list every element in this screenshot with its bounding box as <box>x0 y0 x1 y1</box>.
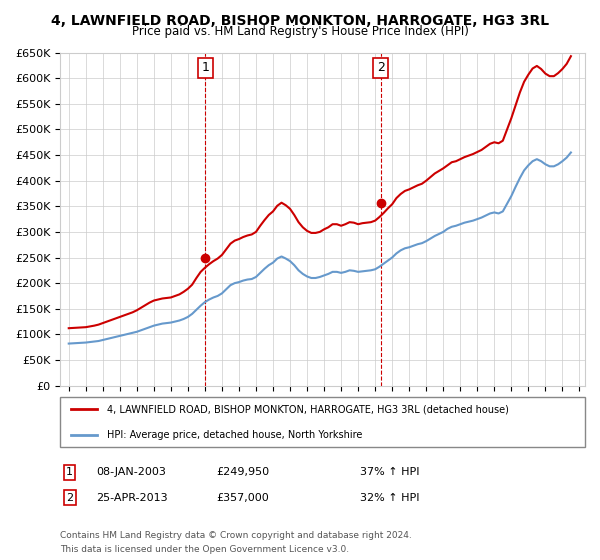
Text: 1: 1 <box>66 468 73 477</box>
Text: Contains HM Land Registry data © Crown copyright and database right 2024.: Contains HM Land Registry data © Crown c… <box>60 531 412 540</box>
Text: 4, LAWNFIELD ROAD, BISHOP MONKTON, HARROGATE, HG3 3RL: 4, LAWNFIELD ROAD, BISHOP MONKTON, HARRO… <box>51 14 549 28</box>
FancyBboxPatch shape <box>60 397 584 447</box>
Text: HPI: Average price, detached house, North Yorkshire: HPI: Average price, detached house, Nort… <box>107 430 363 440</box>
Text: 1: 1 <box>202 62 209 74</box>
Text: 4, LAWNFIELD ROAD, BISHOP MONKTON, HARROGATE, HG3 3RL (detached house): 4, LAWNFIELD ROAD, BISHOP MONKTON, HARRO… <box>107 404 509 414</box>
Text: £249,950: £249,950 <box>216 468 269 477</box>
Text: Price paid vs. HM Land Registry's House Price Index (HPI): Price paid vs. HM Land Registry's House … <box>131 25 469 38</box>
Text: 08-JAN-2003: 08-JAN-2003 <box>96 468 166 477</box>
Text: This data is licensed under the Open Government Licence v3.0.: This data is licensed under the Open Gov… <box>60 545 349 554</box>
Text: £357,000: £357,000 <box>216 493 269 502</box>
Text: 37% ↑ HPI: 37% ↑ HPI <box>360 468 420 477</box>
Text: 2: 2 <box>377 62 385 74</box>
Text: 32% ↑ HPI: 32% ↑ HPI <box>360 493 420 502</box>
Text: 2: 2 <box>66 493 73 502</box>
Text: 25-APR-2013: 25-APR-2013 <box>96 493 168 502</box>
